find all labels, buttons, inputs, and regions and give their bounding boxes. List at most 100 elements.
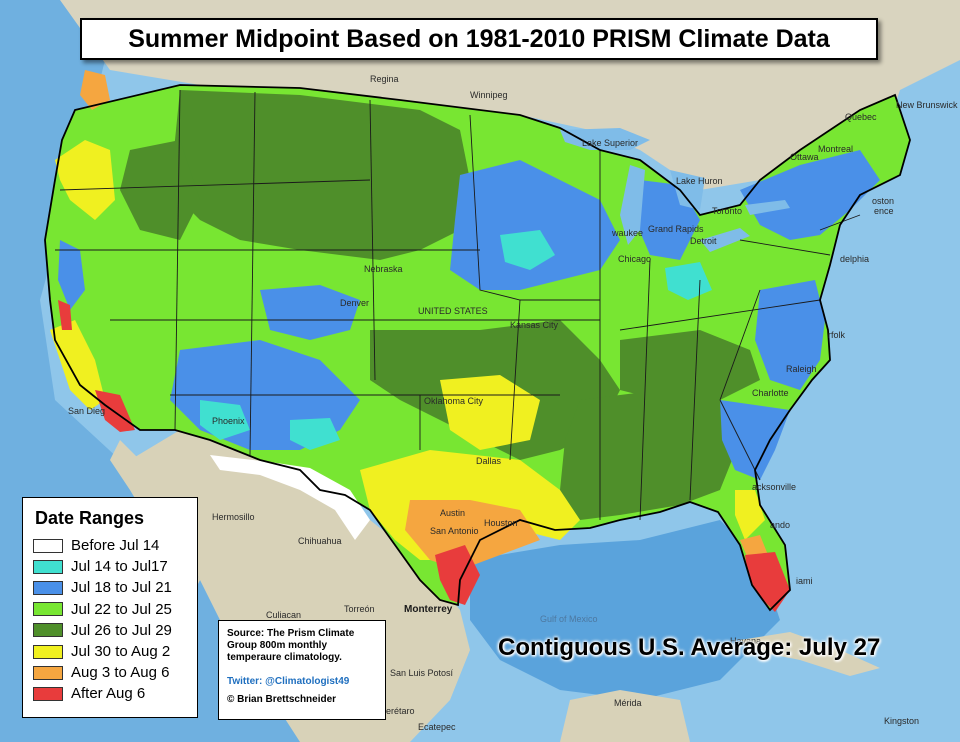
- label-toronto: Toronto: [712, 206, 742, 216]
- zone-northeast: [740, 150, 880, 240]
- legend-swatch: [33, 665, 63, 680]
- label-winnipeg: Winnipeg: [470, 90, 508, 100]
- legend-item: Jul 14 to Jul17: [33, 556, 187, 577]
- label-kingston: Kingston: [884, 716, 919, 726]
- label-waukee: waukee: [611, 228, 643, 238]
- legend-swatch: [33, 623, 63, 638]
- legend-item: Before Jul 14: [33, 535, 187, 556]
- label-chihuahua: Chihuahua: [298, 536, 342, 546]
- lake-superior: [560, 128, 650, 150]
- label-providence: ence: [874, 206, 894, 216]
- zone-upper-midwest: [450, 160, 620, 290]
- zone-tennessee: [620, 330, 760, 400]
- us-border: [44, 84, 911, 612]
- label-lake-huron: Lake Huron: [676, 176, 723, 186]
- label-united-states: UNITED STATES: [418, 306, 488, 316]
- label-chicago: Chicago: [618, 254, 651, 264]
- legend-label: Jul 18 to Jul 21: [71, 579, 172, 597]
- legend-item: After Aug 6: [33, 683, 187, 704]
- zone-cyan-iowa: [500, 230, 555, 270]
- label-havana: Havana: [730, 636, 761, 646]
- label-regina: Regina: [370, 74, 399, 84]
- label-norfolk: rfolk: [828, 330, 846, 340]
- label-miami: iami: [796, 576, 813, 586]
- zone-yellow-oklahoma: [440, 375, 540, 450]
- label-torreon: Torreón: [344, 604, 375, 614]
- label-new-brunswick: New Brunswick: [896, 100, 958, 110]
- label-hermosillo: Hermosillo: [212, 512, 255, 522]
- legend-item: Jul 18 to Jul 21: [33, 577, 187, 598]
- legend-swatch: [33, 559, 63, 574]
- legend-label: Jul 26 to Jul 29: [71, 621, 172, 639]
- label-montreal: Montreal: [818, 144, 853, 154]
- label-monterrey: Monterrey: [404, 604, 453, 615]
- zone-idaho: [120, 140, 200, 240]
- zone-red-san-diego: [95, 390, 135, 432]
- credit-text: © Brian Brettschneider: [227, 694, 337, 705]
- label-queretaro: erétaro: [386, 706, 415, 716]
- zone-southeast: [560, 390, 740, 520]
- label-kansas-city: Kansas City: [510, 320, 559, 330]
- legend-item: Jul 30 to Aug 2: [33, 641, 187, 662]
- zone-colorado-rockies: [260, 285, 360, 340]
- zone-northern-plains: [170, 90, 470, 260]
- zone-sierra: [58, 240, 85, 310]
- label-lake-superior: Lake Superior: [582, 138, 638, 148]
- state-boundaries: [55, 89, 861, 521]
- twitter-handle[interactable]: Twitter: @Climatologist49: [227, 676, 350, 687]
- label-orlando: ando: [770, 520, 790, 530]
- label-san-antonio: San Antonio: [430, 526, 479, 536]
- label-raleigh: Raleigh: [786, 364, 817, 374]
- zone-red-south-texas: [435, 545, 480, 605]
- legend-item: Jul 26 to Jul 29: [33, 620, 187, 641]
- legend-swatch: [33, 644, 63, 659]
- zone-yellow-florida-n: [735, 490, 765, 540]
- legend-swatch: [33, 602, 63, 617]
- label-nebraska: Nebraska: [364, 264, 403, 274]
- label-dallas: Dallas: [476, 456, 502, 466]
- label-charlotte: Charlotte: [752, 388, 789, 398]
- lake-huron: [670, 170, 705, 210]
- label-phoenix: Phoenix: [212, 416, 245, 426]
- zone-red-central-coast: [58, 300, 72, 330]
- label-houston: Houston: [484, 518, 518, 528]
- label-culiacan: Culiacan: [266, 610, 301, 620]
- legend: Date Ranges Before Jul 14 Jul 14 to Jul1…: [22, 497, 198, 718]
- source-text: Source: The Prism Climate Group 800m mon…: [227, 628, 355, 663]
- legend-item: Aug 3 to Aug 6: [33, 662, 187, 683]
- zone-cyan-az: [200, 400, 250, 440]
- label-ecatepec: Ecatepec: [418, 722, 456, 732]
- zone-yellow-oregon: [55, 140, 115, 220]
- zone-cyan-nm: [290, 418, 340, 450]
- cuba-land: [740, 632, 880, 676]
- legend-label: After Aug 6: [71, 685, 146, 703]
- legend-label: Jul 14 to Jul17: [71, 558, 168, 576]
- label-san-luis-potosi: San Luis Potosí: [390, 668, 454, 678]
- title-banner: Summer Midpoint Based on 1981-2010 PRISM…: [80, 18, 878, 60]
- label-oklahoma-city: Oklahoma City: [424, 396, 484, 406]
- label-jacksonville: acksonville: [752, 482, 796, 492]
- label-san-diego: San Dieg: [68, 406, 105, 416]
- legend-label: Jul 22 to Jul 25: [71, 600, 172, 618]
- label-grand-rapids: Grand Rapids: [648, 224, 704, 234]
- zone-yellow-socal: [50, 320, 105, 410]
- lake-ontario: [745, 200, 790, 215]
- label-philadelphia: delphia: [840, 254, 869, 264]
- lake-erie: [700, 228, 750, 252]
- legend-swatch: [33, 580, 63, 595]
- label-denver: Denver: [340, 298, 369, 308]
- zone-white-mexico-border: [210, 455, 370, 540]
- zone-orange-texas: [405, 500, 540, 570]
- label-austin: Austin: [440, 508, 465, 518]
- legend-label: Before Jul 14: [71, 537, 160, 555]
- label-quebec: Quebec: [845, 112, 877, 122]
- zone-red-south-florida: [745, 552, 790, 612]
- label-gulf-of-mexico: Gulf of Mexico: [540, 614, 598, 624]
- map-title: Summer Midpoint Based on 1981-2010 PRISM…: [128, 24, 830, 53]
- legend-label: Jul 30 to Aug 2: [71, 643, 171, 661]
- label-detroit: Detroit: [690, 236, 717, 246]
- label-boston: oston: [872, 196, 894, 206]
- legend-swatch: [33, 686, 63, 701]
